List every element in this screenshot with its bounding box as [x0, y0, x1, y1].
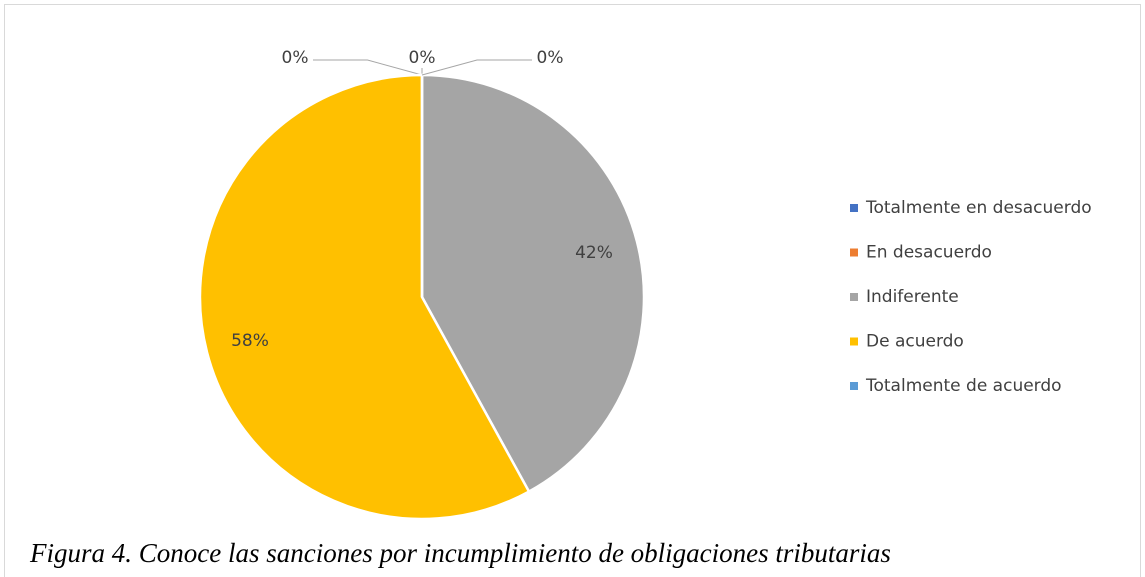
legend-swatch — [850, 293, 858, 301]
data-label: 42% — [575, 243, 613, 263]
data-label: 0% — [537, 48, 564, 68]
leader-line — [313, 59, 423, 76]
legend-label: En desacuerdo — [866, 243, 992, 263]
legend-label: Indiferente — [866, 287, 959, 307]
legend-label: De acuerdo — [866, 332, 964, 352]
data-label: 0% — [282, 48, 309, 68]
legend-swatch — [850, 204, 858, 212]
legend-swatch — [850, 382, 858, 390]
data-label: 58% — [231, 331, 269, 351]
legend-swatch — [850, 248, 858, 257]
legend-swatch — [850, 337, 858, 346]
leader-line — [421, 59, 532, 76]
legend-label: Totalmente de acuerdo — [865, 376, 1062, 396]
pie-slice — [198, 73, 531, 521]
pie-slice — [420, 73, 646, 494]
legend-label: Totalmente en desacuerdo — [865, 198, 1092, 218]
caption: Figura 4. Conoce las sanciones por incum… — [29, 538, 891, 568]
data-label: 0% — [409, 48, 436, 68]
